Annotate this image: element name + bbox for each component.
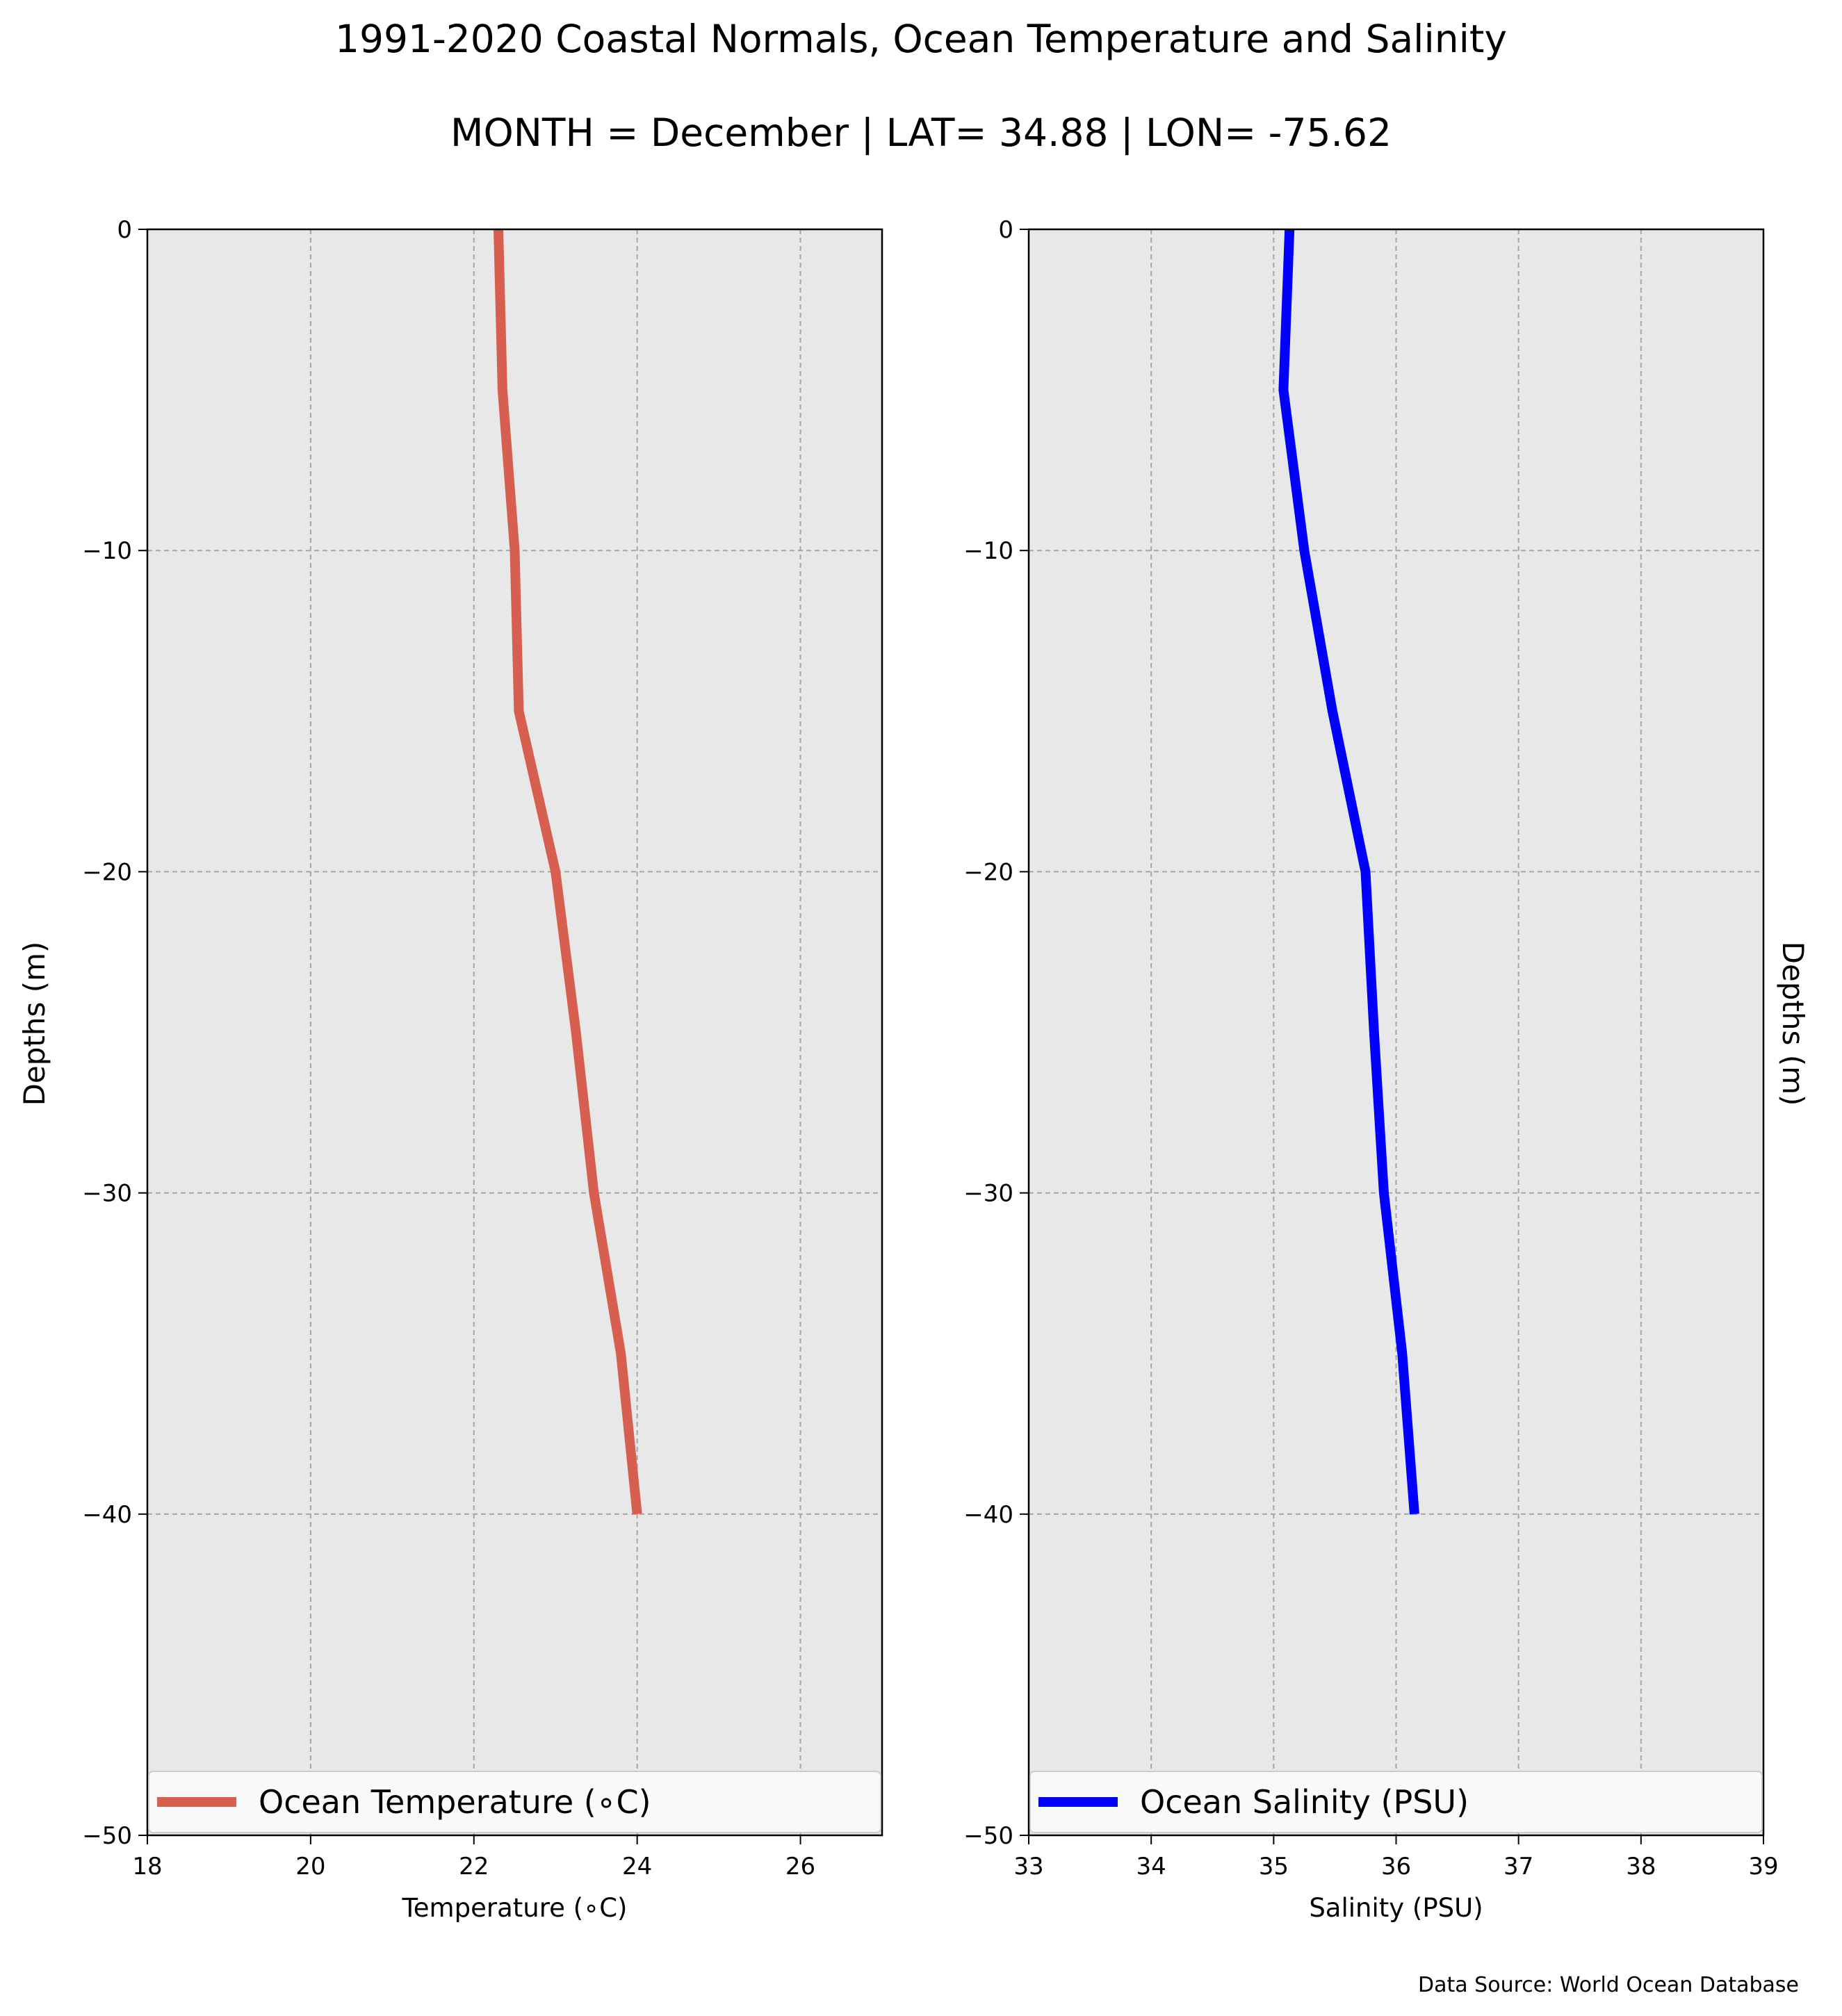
salinity-x-tick-label: 34 bbox=[1136, 1853, 1166, 1880]
temperature-y-tick-label: −50 bbox=[82, 1822, 132, 1850]
salinity-y-tick-label: −30 bbox=[963, 1180, 1013, 1208]
temperature-y-tick-label: −40 bbox=[82, 1501, 132, 1529]
salinity-xlabel: Salinity (PSU) bbox=[1309, 1893, 1483, 1923]
temperature-plot-area bbox=[147, 229, 882, 1835]
temperature-x-tick-label: 18 bbox=[132, 1853, 162, 1880]
right-ylabel: Depths (m) bbox=[1776, 942, 1810, 1106]
temperature-y-tick-label: −10 bbox=[82, 537, 132, 565]
temperature-y-tick-label: 0 bbox=[117, 216, 132, 244]
temperature-axes-frame bbox=[146, 228, 883, 1837]
temperature-xlabel: Temperature (∘C) bbox=[401, 1893, 627, 1923]
salinity-axes-frame bbox=[1027, 228, 1765, 1837]
temperature-x-tick-label: 20 bbox=[295, 1853, 325, 1880]
salinity-y-tick-label: −40 bbox=[963, 1501, 1013, 1529]
salinity-legend bbox=[1029, 1771, 1763, 1833]
salinity-x-tick-label: 36 bbox=[1381, 1853, 1411, 1880]
salinity-series-line bbox=[1278, 229, 1419, 1515]
temperature-legend-label: Ocean Temperature (∘C) bbox=[259, 1783, 651, 1821]
temperature-y-tick-label: −20 bbox=[82, 858, 132, 886]
salinity-x-tick-label: 35 bbox=[1259, 1853, 1289, 1880]
salinity-x-tick-label: 38 bbox=[1626, 1853, 1656, 1880]
data-source-note: Data Source: World Ocean Database bbox=[1418, 1973, 1799, 1997]
figure-title: 1991-2020 Coastal Normals, Ocean Tempera… bbox=[335, 17, 1507, 61]
salinity-x-tick-label: 39 bbox=[1748, 1853, 1778, 1880]
salinity-y-tick-label: −50 bbox=[963, 1822, 1013, 1850]
temperature-series-line bbox=[494, 229, 642, 1515]
salinity-y-tick-label: 0 bbox=[998, 216, 1013, 244]
salinity-panel: 33 34 35 36 37 38 39 0 −10 −20 −30 −40 −50 Ocean Sali… bbox=[963, 216, 1778, 1923]
salinity-x-tick-label: 33 bbox=[1013, 1853, 1043, 1880]
temperature-x-tick-label: 26 bbox=[785, 1853, 815, 1880]
salinity-legend-label: Ocean Salinity (PSU) bbox=[1140, 1783, 1469, 1821]
salinity-y-tick-label: −10 bbox=[963, 537, 1013, 565]
temperature-x-tick-label: 22 bbox=[459, 1853, 489, 1880]
temperature-legend bbox=[148, 1771, 881, 1833]
temperature-y-tick-label: −30 bbox=[82, 1180, 132, 1208]
salinity-y-tick-label: −20 bbox=[963, 858, 1013, 886]
temperature-panel: 18 20 22 24 26 0 −10 −20 −30 −40 −50 Ocean Temperat… bbox=[82, 216, 883, 1923]
left-ylabel: Depths (m) bbox=[17, 942, 51, 1106]
temperature-x-tick-label: 24 bbox=[622, 1853, 652, 1880]
salinity-x-tick-label: 37 bbox=[1503, 1853, 1533, 1880]
figure-subtitle: MONTH = December | LAT= 34.88 | LON= -75… bbox=[450, 110, 1392, 156]
